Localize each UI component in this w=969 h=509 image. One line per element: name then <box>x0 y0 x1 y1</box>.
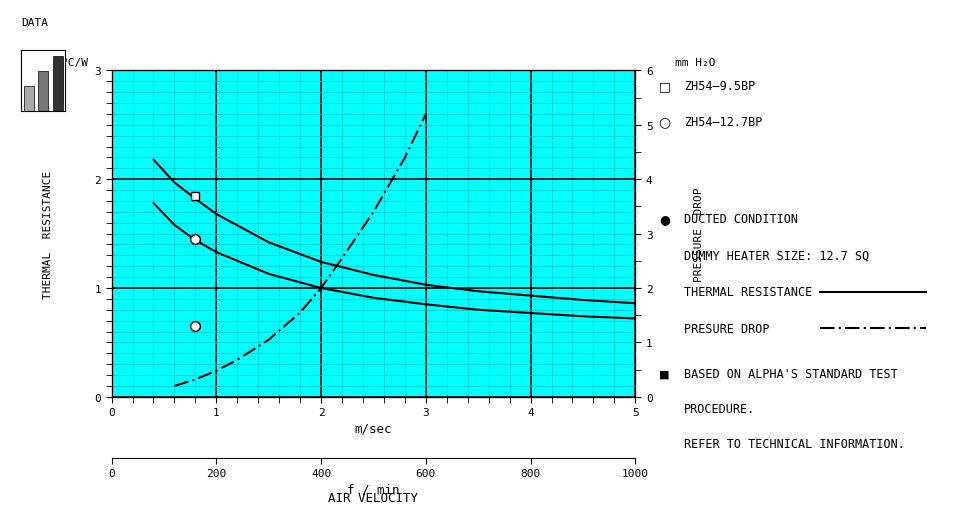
Text: DUCTED CONDITION: DUCTED CONDITION <box>683 212 797 225</box>
Text: DATA: DATA <box>21 18 48 28</box>
Text: □: □ <box>658 80 670 93</box>
Bar <box>38 72 48 112</box>
X-axis label: f / min: f / min <box>347 483 399 496</box>
Text: ○: ○ <box>658 115 670 129</box>
Text: mm H₂O: mm H₂O <box>673 58 714 68</box>
X-axis label: m/sec: m/sec <box>355 421 391 435</box>
Text: ZH54–12.7BP: ZH54–12.7BP <box>683 116 762 129</box>
Bar <box>52 56 63 112</box>
Text: BASED ON ALPHA'S STANDARD TEST: BASED ON ALPHA'S STANDARD TEST <box>683 367 896 381</box>
Text: °C/W: °C/W <box>62 58 89 68</box>
Y-axis label: THERMAL  RESISTANCE: THERMAL RESISTANCE <box>43 170 52 298</box>
Text: REFER TO TECHNICAL INFORMATION.: REFER TO TECHNICAL INFORMATION. <box>683 437 904 450</box>
Text: DUMMY HEATER SIZE: 12.7 SQ: DUMMY HEATER SIZE: 12.7 SQ <box>683 249 868 262</box>
Text: PRESURE DROP: PRESURE DROP <box>683 322 768 335</box>
Bar <box>23 87 34 112</box>
Y-axis label: PRESSURE  DROP: PRESSURE DROP <box>694 187 703 281</box>
Text: AIR VELOCITY: AIR VELOCITY <box>328 491 418 504</box>
Text: ZH54–9.5BP: ZH54–9.5BP <box>683 80 754 93</box>
Text: PROCEDURE.: PROCEDURE. <box>683 402 754 415</box>
Text: THERMAL RESISTANCE: THERMAL RESISTANCE <box>683 286 811 299</box>
Text: ■: ■ <box>659 369 669 379</box>
Text: ●: ● <box>658 212 670 225</box>
